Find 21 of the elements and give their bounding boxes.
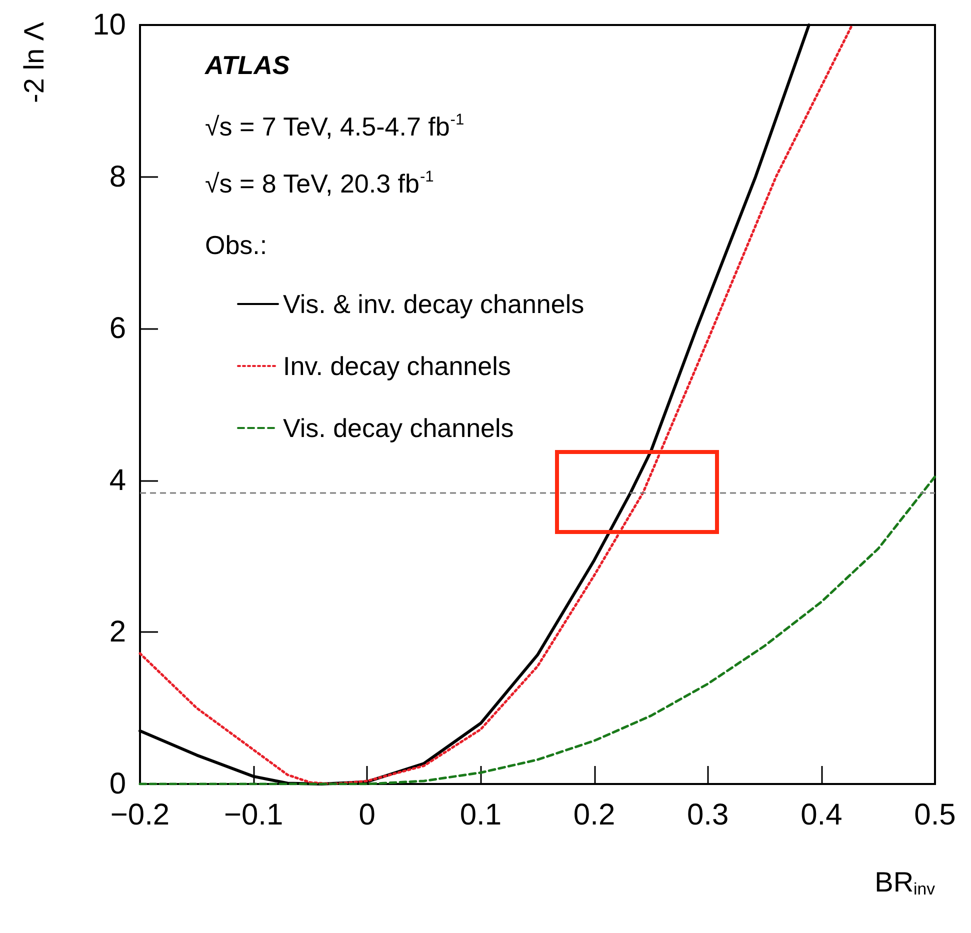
legend-title: Obs.: [205,230,268,260]
x-tick-label: −0.1 [224,798,284,832]
y-tick-label: 2 [109,616,126,649]
y-tick-label: 8 [109,160,126,194]
x-tick-label: 0.4 [800,798,842,832]
legend-label: Vis. decay channels [283,413,514,443]
y-tick-label: 4 [109,464,126,497]
x-tick-label: 0.3 [687,798,729,832]
legend-label: Inv. decay channels [283,351,511,381]
y-tick-label: 0 [109,768,126,800]
legend-label: Vis. & inv. decay channels [283,289,584,319]
x-tick-label: 0.2 [573,798,616,832]
y-tick-label: 6 [109,312,126,346]
y-tick-label: 10 [92,8,126,42]
annotation: ATLAS [204,50,290,80]
x-tick-label: 0.5 [914,798,956,832]
x-tick-label: −0.2 [110,798,170,832]
x-tick-label: 0 [358,798,376,832]
x-tick-label: 0.1 [460,798,502,832]
line-series [138,475,936,786]
y-axis-title: -2 ln Λ [18,22,50,103]
